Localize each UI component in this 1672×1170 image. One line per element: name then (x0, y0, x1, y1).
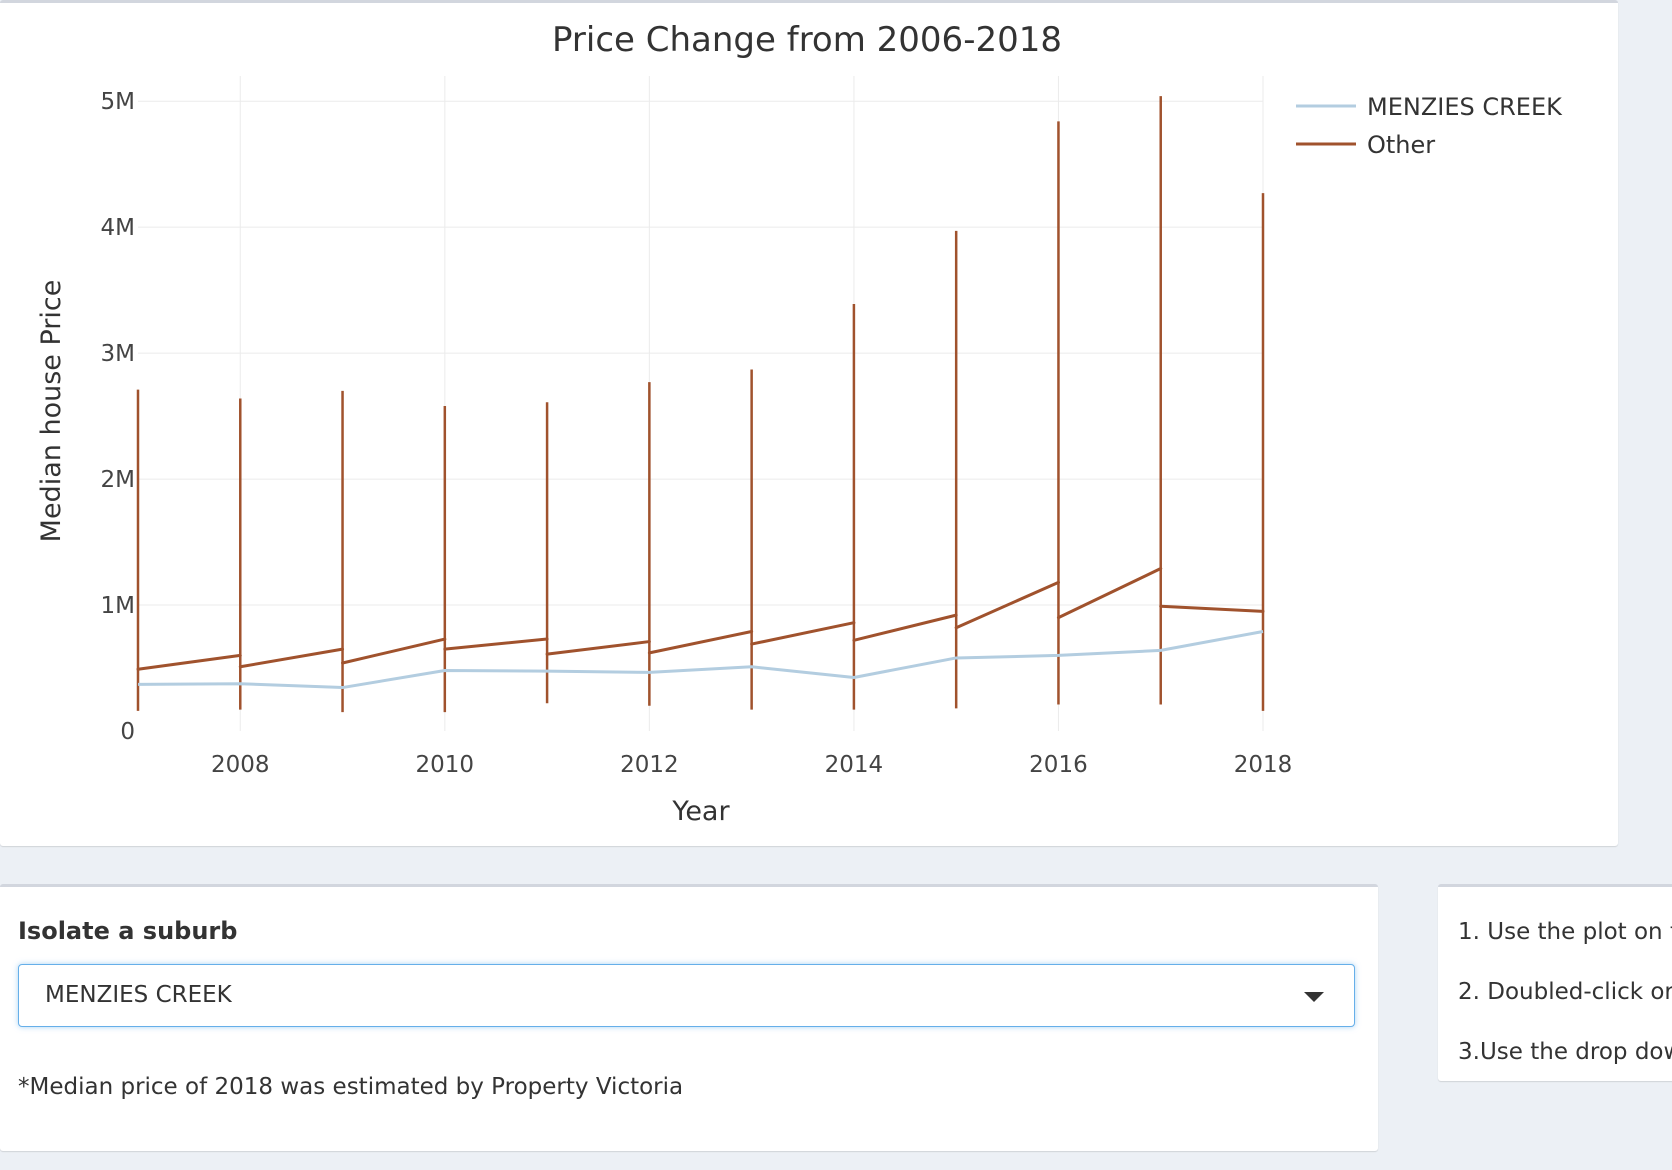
instruction-item: 3.Use the drop dow (1458, 1039, 1672, 1065)
other-median-segment[interactable] (852, 613, 958, 642)
x-tick-label: 2010 (416, 752, 475, 778)
instructions-panel: 1. Use the plot on t 2. Doubled-click or… (1438, 884, 1672, 1081)
y-tick-label: 2M (101, 467, 135, 493)
y-tick-label: 5M (101, 89, 135, 115)
other-median-segment[interactable] (750, 621, 856, 646)
suburb-select-value: MENZIES CREEK (45, 982, 232, 1008)
y-tick-label: 0 (120, 719, 135, 745)
other-median-segment[interactable] (238, 647, 345, 669)
other-median-segment[interactable] (954, 580, 1060, 630)
menzies-creek-line[interactable] (137, 630, 1264, 690)
instruction-item: 2. Doubled-click or (1458, 979, 1672, 1005)
legend-item-menzies-creek[interactable]: MENZIES CREEK (1296, 93, 1563, 121)
price-chart[interactable]: 2008 2010 2012 2014 2016 2018 0 1M 2M 3M 4M 5M Pric… (0, 3, 1618, 846)
legend-label-other: Other (1367, 131, 1435, 159)
instructions-list: 1. Use the plot on t 2. Doubled-click or… (1458, 919, 1672, 1099)
x-axis-label: Year (671, 796, 730, 827)
chart-axes: 2008 2010 2012 2014 2016 2018 0 1M 2M 3M 4M 5M (101, 89, 1293, 778)
estimate-note: *Median price of 2018 was estimated by P… (18, 1074, 684, 1100)
control-title: Isolate a suburb (18, 917, 238, 945)
other-median-segment[interactable] (341, 637, 447, 665)
chart-gridlines (138, 76, 1264, 731)
legend-label-menzies-creek: MENZIES CREEK (1367, 93, 1563, 121)
chart-legend[interactable]: MENZIES CREEK Other (1296, 93, 1563, 159)
other-median-segment[interactable] (136, 653, 242, 671)
instruction-item: 1. Use the plot on t (1458, 919, 1672, 945)
y-axis-label: Median house Price (36, 280, 67, 543)
legend-item-other[interactable]: Other (1296, 131, 1435, 159)
chevron-down-icon[interactable] (1304, 992, 1324, 1002)
y-tick-label: 4M (101, 215, 135, 241)
other-median-segment[interactable] (1056, 567, 1163, 620)
other-median-segment[interactable] (647, 629, 754, 655)
other-median-segment[interactable] (1159, 604, 1265, 613)
x-tick-label: 2008 (211, 752, 270, 778)
y-tick-label: 1M (101, 593, 135, 619)
x-tick-label: 2016 (1029, 752, 1088, 778)
chart-panel: 2008 2010 2012 2014 2016 2018 0 1M 2M 3M 4M 5M Pric… (0, 0, 1618, 846)
chart-series-lines[interactable] (136, 567, 1265, 690)
suburb-control-panel: Isolate a suburb MENZIES CREEK *Median p… (0, 884, 1378, 1151)
suburb-select[interactable]: MENZIES CREEK (18, 964, 1355, 1027)
y-tick-label: 3M (101, 341, 135, 367)
x-tick-label: 2012 (620, 752, 679, 778)
x-tick-label: 2014 (825, 752, 884, 778)
chart-title: Price Change from 2006-2018 (552, 20, 1062, 60)
x-tick-label: 2018 (1234, 752, 1293, 778)
other-range-lines (136, 96, 1265, 713)
other-median-segment[interactable] (443, 637, 549, 651)
other-median-segment[interactable] (545, 640, 651, 656)
